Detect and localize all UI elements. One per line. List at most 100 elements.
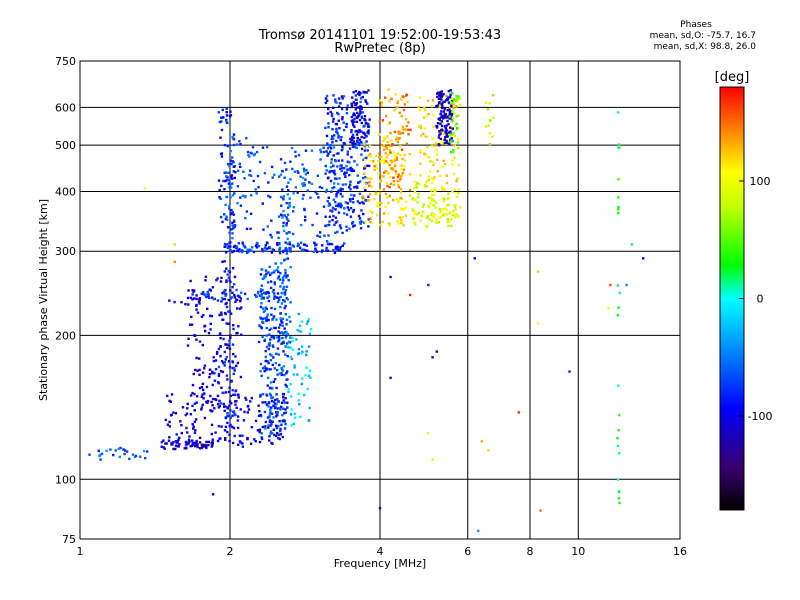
echo-point bbox=[363, 143, 366, 146]
echo-point bbox=[275, 402, 278, 406]
echo-point bbox=[368, 181, 371, 184]
echo-point bbox=[401, 157, 404, 161]
echo-point bbox=[223, 242, 227, 246]
echo-point bbox=[366, 102, 369, 105]
echo-point bbox=[345, 108, 349, 111]
echo-point bbox=[122, 448, 125, 451]
echo-point bbox=[258, 410, 261, 413]
echo-point bbox=[221, 370, 225, 374]
echo-point bbox=[223, 188, 226, 191]
echo-point bbox=[278, 298, 281, 302]
echo-point bbox=[279, 312, 282, 315]
echo-point bbox=[206, 291, 209, 294]
echo-point bbox=[228, 404, 231, 407]
echo-point bbox=[241, 241, 244, 244]
echo-point bbox=[308, 369, 312, 373]
echo-point bbox=[179, 420, 182, 423]
echo-point bbox=[258, 430, 261, 434]
echo-point bbox=[326, 200, 329, 203]
echo-point bbox=[332, 164, 335, 168]
echo-point bbox=[290, 424, 293, 427]
echo-point bbox=[233, 220, 236, 223]
echo-point bbox=[415, 183, 418, 187]
echo-point bbox=[334, 247, 337, 250]
echo-point bbox=[443, 125, 447, 128]
echo-point bbox=[332, 171, 336, 174]
echo-point bbox=[243, 177, 246, 180]
echo-point bbox=[268, 344, 271, 347]
echo-point bbox=[393, 164, 397, 168]
echo-point bbox=[287, 189, 290, 192]
echo-point bbox=[334, 231, 337, 234]
echo-point bbox=[387, 122, 391, 126]
echo-point bbox=[266, 281, 270, 284]
y-tick-label: 300 bbox=[55, 245, 76, 258]
echo-point bbox=[283, 293, 287, 296]
echo-point bbox=[236, 419, 240, 422]
echo-point bbox=[354, 90, 358, 93]
echo-point bbox=[364, 91, 367, 94]
echo-point bbox=[275, 393, 278, 396]
echo-point bbox=[443, 113, 446, 116]
echo-point bbox=[168, 420, 171, 424]
echo-point bbox=[446, 96, 450, 99]
echo-point bbox=[226, 163, 230, 166]
echo-point bbox=[261, 307, 265, 310]
echo-point bbox=[336, 220, 339, 223]
echo-point bbox=[451, 133, 455, 136]
echo-point bbox=[229, 394, 232, 398]
echo-point bbox=[411, 198, 414, 201]
echo-point bbox=[363, 136, 366, 139]
echo-point bbox=[386, 161, 389, 165]
echo-point bbox=[451, 190, 454, 193]
echo-point bbox=[269, 353, 272, 356]
echo-point bbox=[365, 156, 368, 159]
echo-point bbox=[389, 131, 392, 135]
echo-point bbox=[337, 248, 340, 251]
echo-point bbox=[228, 241, 231, 244]
echo-point bbox=[231, 177, 234, 180]
echo-point bbox=[263, 339, 266, 343]
echo-point bbox=[285, 249, 288, 253]
echo-point bbox=[384, 205, 387, 209]
echo-point bbox=[449, 126, 452, 129]
echo-point bbox=[276, 373, 279, 376]
echo-point bbox=[308, 332, 312, 335]
echo-point bbox=[240, 291, 243, 294]
echo-point bbox=[224, 203, 227, 206]
echo-point bbox=[217, 111, 220, 114]
echo-point bbox=[291, 232, 295, 236]
echo-point bbox=[271, 248, 274, 251]
echo-point bbox=[439, 174, 442, 177]
echo-point bbox=[337, 159, 340, 162]
echo-point bbox=[378, 192, 382, 195]
echo-point bbox=[486, 108, 490, 111]
echo-point bbox=[284, 304, 287, 308]
echo-point bbox=[536, 322, 540, 325]
echo-point bbox=[222, 361, 225, 365]
echo-point bbox=[376, 202, 380, 205]
echo-point bbox=[318, 235, 322, 238]
echo-point bbox=[445, 99, 448, 102]
echo-point bbox=[281, 393, 285, 396]
echo-point bbox=[447, 196, 450, 200]
echo-point bbox=[287, 390, 290, 394]
echo-point bbox=[224, 292, 227, 296]
echo-point bbox=[355, 129, 359, 133]
echo-point bbox=[256, 292, 260, 295]
echo-point bbox=[225, 120, 228, 123]
echo-point bbox=[326, 112, 330, 115]
echo-point bbox=[446, 98, 449, 101]
phase-info-label: Phases bbox=[680, 20, 712, 30]
echo-point bbox=[230, 380, 233, 383]
echo-point bbox=[331, 120, 335, 123]
echo-point bbox=[125, 450, 129, 453]
echo-point bbox=[184, 443, 188, 446]
echo-point bbox=[208, 288, 211, 291]
echo-point bbox=[266, 225, 269, 228]
echo-point bbox=[349, 140, 352, 144]
echo-point bbox=[426, 217, 429, 220]
echo-point bbox=[256, 429, 260, 432]
echo-point bbox=[195, 441, 198, 444]
echo-point bbox=[260, 297, 263, 300]
